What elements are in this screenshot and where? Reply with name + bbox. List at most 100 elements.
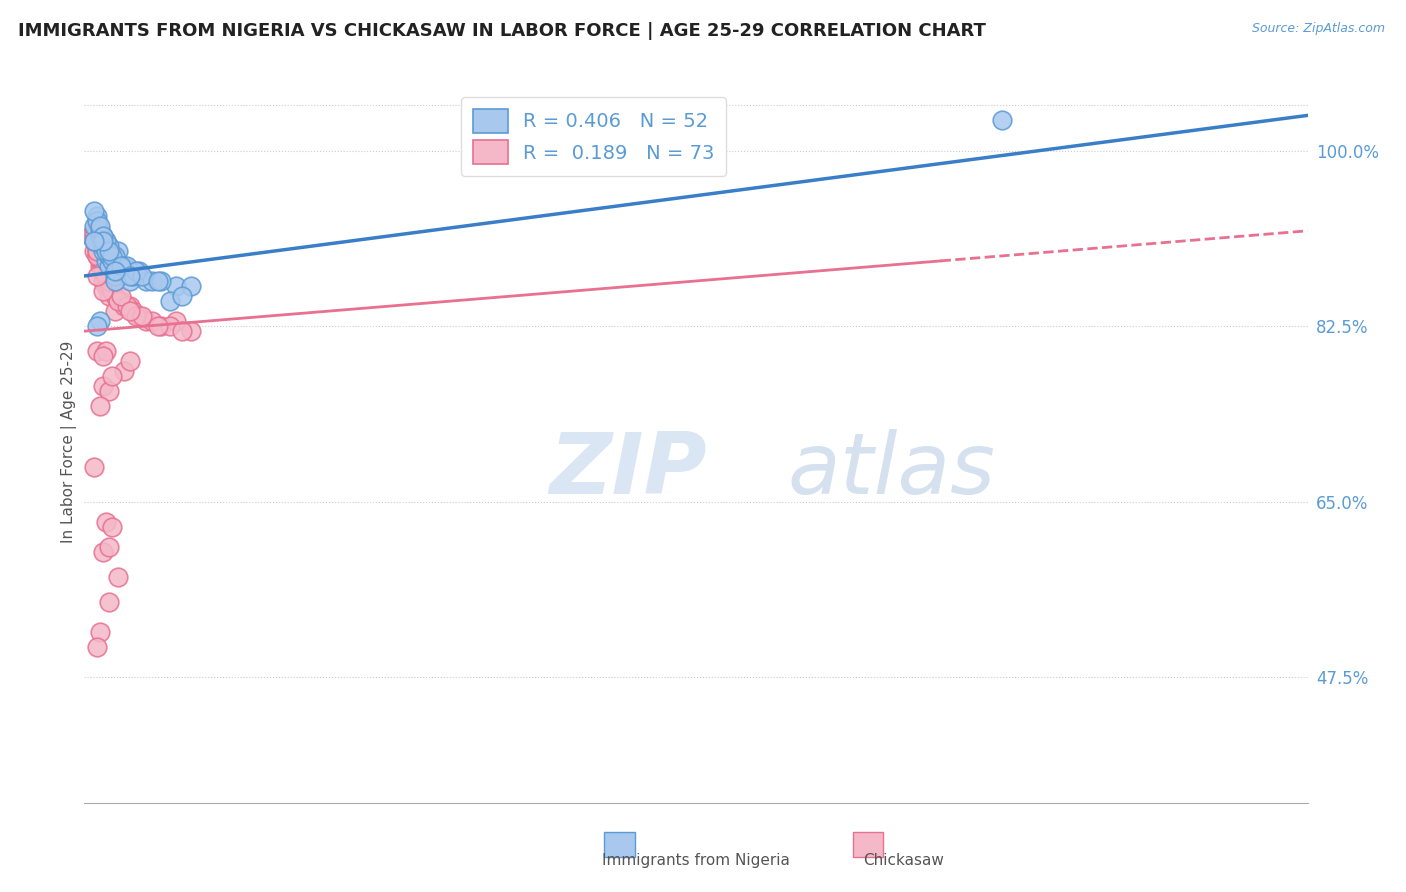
Point <box>91 274 114 288</box>
Point <box>86 244 108 258</box>
Point <box>91 239 114 253</box>
Text: Immigrants from Nigeria: Immigrants from Nigeria <box>602 854 790 869</box>
Point <box>149 274 172 288</box>
Point <box>91 264 114 278</box>
Point <box>94 264 117 278</box>
Point <box>101 284 124 298</box>
Point <box>110 264 132 278</box>
Point <box>89 224 111 238</box>
Point <box>89 249 111 263</box>
Point <box>115 259 138 273</box>
Point <box>91 259 114 273</box>
Point <box>86 244 108 258</box>
FancyBboxPatch shape <box>852 831 883 857</box>
Point <box>91 244 114 258</box>
Point <box>83 234 105 248</box>
Point <box>89 244 111 258</box>
Point <box>86 234 108 248</box>
Point <box>128 309 150 323</box>
Point <box>159 293 181 308</box>
Point <box>110 259 132 273</box>
Point <box>91 228 114 243</box>
Text: Chickasaw: Chickasaw <box>863 854 945 869</box>
Point <box>172 324 194 338</box>
Point <box>165 279 187 293</box>
Point <box>91 264 114 278</box>
Point <box>94 254 117 268</box>
Point <box>91 284 114 298</box>
Point <box>83 459 105 474</box>
Legend: R = 0.406   N = 52, R =  0.189   N = 73: R = 0.406 N = 52, R = 0.189 N = 73 <box>461 97 727 176</box>
Point <box>97 274 120 288</box>
Point <box>91 545 114 559</box>
Point <box>125 264 148 278</box>
Point <box>104 304 127 318</box>
Point <box>94 244 117 258</box>
Point <box>120 354 142 368</box>
Point <box>107 293 129 308</box>
Point <box>83 228 105 243</box>
Point <box>101 369 124 384</box>
Point <box>97 259 120 273</box>
Point <box>107 244 129 258</box>
Point <box>94 234 117 248</box>
Point <box>104 249 127 263</box>
Point <box>97 595 120 609</box>
Point <box>104 274 127 288</box>
Point <box>89 239 111 253</box>
Point <box>83 228 105 243</box>
Point <box>110 289 132 303</box>
Point <box>991 113 1014 128</box>
Point <box>94 344 117 359</box>
Point <box>104 264 127 278</box>
Point <box>86 249 108 263</box>
Point <box>112 259 135 273</box>
Point <box>89 228 111 243</box>
Point <box>128 264 150 278</box>
Point <box>94 234 117 248</box>
Point <box>146 274 169 288</box>
Point <box>86 344 108 359</box>
Point <box>97 540 120 554</box>
Point <box>89 219 111 233</box>
Point <box>91 234 114 248</box>
Point <box>86 209 108 223</box>
Point <box>97 279 120 293</box>
Point <box>101 284 124 298</box>
Point <box>91 259 114 273</box>
Point <box>97 289 120 303</box>
Point <box>120 299 142 313</box>
Point <box>86 249 108 263</box>
Point <box>131 309 153 323</box>
Point <box>104 268 127 283</box>
Point <box>101 249 124 263</box>
Point <box>149 319 172 334</box>
Point <box>146 319 169 334</box>
Point <box>101 254 124 268</box>
Point <box>172 289 194 303</box>
Y-axis label: In Labor Force | Age 25-29: In Labor Force | Age 25-29 <box>62 341 77 542</box>
Text: atlas: atlas <box>787 429 995 512</box>
Point <box>97 244 120 258</box>
Point <box>89 254 111 268</box>
Text: IMMIGRANTS FROM NIGERIA VS CHICKASAW IN LABOR FORCE | AGE 25-29 CORRELATION CHAR: IMMIGRANTS FROM NIGERIA VS CHICKASAW IN … <box>18 22 986 40</box>
Point <box>107 570 129 584</box>
Point <box>125 309 148 323</box>
Point <box>86 640 108 655</box>
Point <box>79 228 101 243</box>
Point <box>180 279 202 293</box>
Point <box>135 314 157 328</box>
Point <box>83 219 105 233</box>
Point <box>89 224 111 238</box>
Point <box>135 274 157 288</box>
Point <box>89 259 111 273</box>
Point <box>86 213 108 227</box>
Point <box>94 268 117 283</box>
Point <box>101 520 124 534</box>
Point <box>91 349 114 363</box>
Point <box>89 314 111 328</box>
Point <box>120 268 142 283</box>
Point <box>94 279 117 293</box>
Point <box>86 319 108 334</box>
Point <box>97 249 120 263</box>
